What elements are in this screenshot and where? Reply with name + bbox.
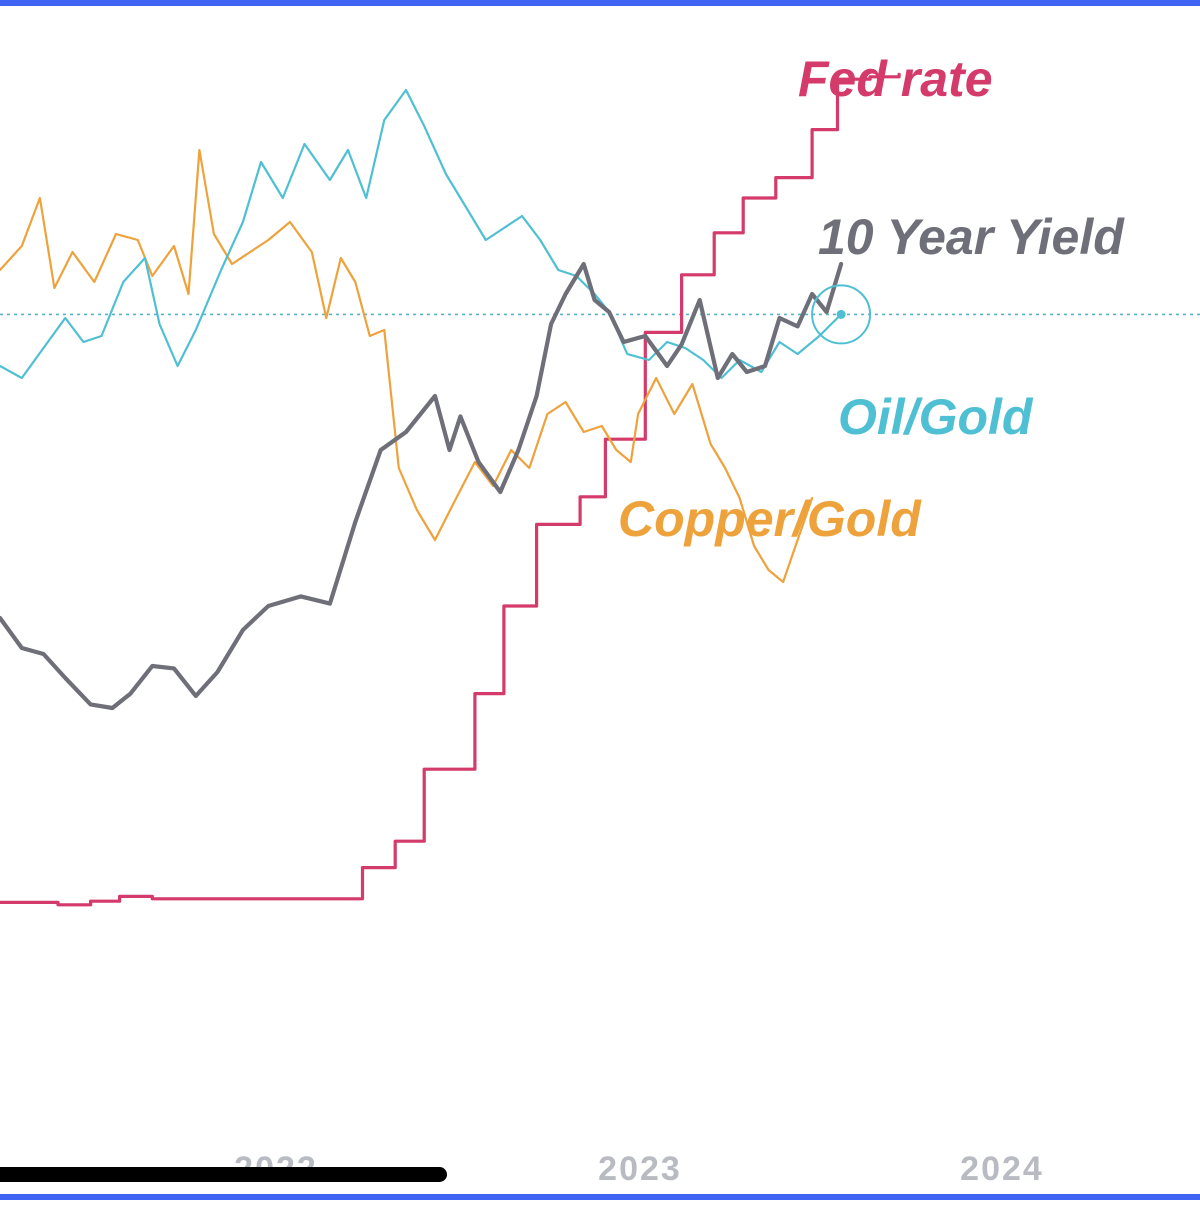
series-layer <box>0 72 901 907</box>
scrollbar-thumb[interactable] <box>0 1167 447 1182</box>
crosshair-marker-dot <box>836 309 846 319</box>
x-tick-2024: 2024 <box>960 1150 1044 1188</box>
oil-gold-label: Oil/Gold <box>838 389 1034 445</box>
crosshair-marker-ring[interactable] <box>811 284 872 345</box>
chart-canvas: Fed rate 10 Year Yield Oil/Gold Copper/G… <box>0 51 1200 1188</box>
x-tick-2023: 2023 <box>598 1150 682 1188</box>
ten-year-yield-label: 10 Year Yield <box>818 209 1125 265</box>
ten-year-yield-series-line <box>0 261 844 711</box>
copper-gold-label: Copper/Gold <box>618 491 922 547</box>
copper-gold-series-line <box>0 148 814 584</box>
oil-gold-series-line <box>0 88 843 380</box>
fed-rate-label: Fed rate <box>798 51 993 107</box>
fed-rate-series-line <box>0 72 901 907</box>
